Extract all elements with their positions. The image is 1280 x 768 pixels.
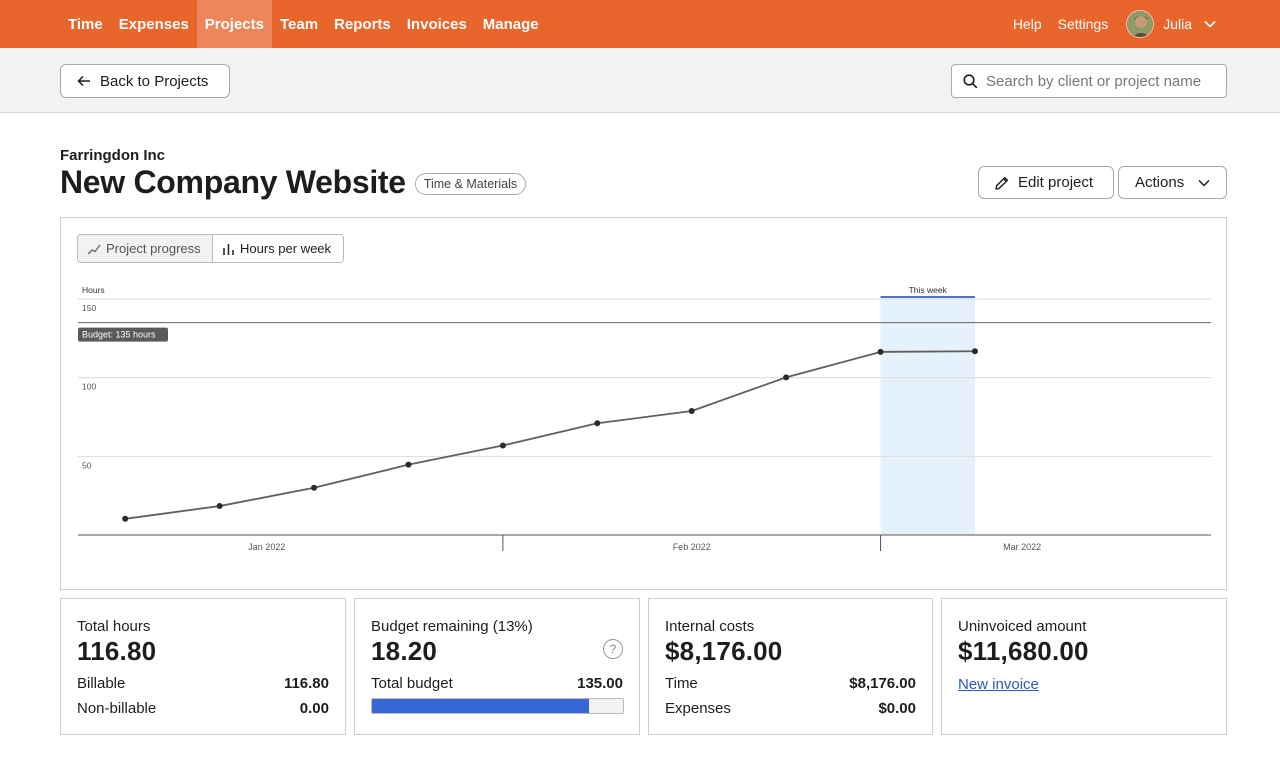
row-value: $0.00 bbox=[878, 700, 916, 717]
this-week-band bbox=[880, 297, 975, 535]
y-tick-label: 50 bbox=[82, 460, 92, 470]
sub-header: Back to Projects bbox=[0, 48, 1280, 113]
total-hours-value: 116.80 bbox=[77, 636, 157, 666]
chart-view-toggle: Project progress Hours per week bbox=[77, 234, 344, 263]
progress-chart: This week 50 100 150 Hours Budget: 135 hours J… bbox=[78, 285, 1211, 552]
nav-reports[interactable]: Reports bbox=[334, 15, 391, 33]
expenses-cost-row: Expenses $0.00 bbox=[665, 700, 916, 717]
data-point bbox=[971, 348, 978, 355]
row-label: Expenses bbox=[665, 700, 731, 717]
title-row: New Company Website Time & Materials bbox=[60, 164, 527, 201]
chevron-down-icon bbox=[1204, 20, 1216, 28]
actions-label: Actions bbox=[1135, 174, 1185, 191]
actions-dropdown[interactable]: Actions bbox=[1118, 166, 1227, 199]
budget-remaining-value: 18.20 bbox=[371, 636, 438, 666]
y-tick-label: 100 bbox=[82, 382, 96, 392]
search-box[interactable] bbox=[951, 64, 1227, 98]
row-value: $8,176.00 bbox=[849, 675, 916, 692]
row-value: 116.80 bbox=[283, 675, 329, 692]
nav-right: Help Settings Julia bbox=[997, 0, 1216, 48]
client-name: Farringdon Inc bbox=[60, 147, 165, 164]
back-to-projects-button[interactable]: Back to Projects bbox=[60, 64, 230, 98]
nav-manage[interactable]: Manage bbox=[482, 15, 539, 33]
nav-team[interactable]: Team bbox=[280, 15, 319, 33]
nav-expenses[interactable]: Expenses bbox=[118, 15, 189, 33]
budget-card: Budget remaining (13%) 18.20 ? Total bud… bbox=[354, 598, 640, 735]
settings-link[interactable]: Settings bbox=[1057, 16, 1109, 32]
data-point bbox=[877, 348, 884, 355]
page-title: New Company Website bbox=[60, 164, 406, 200]
non-billable-row: Non-billable 0.00 bbox=[77, 700, 329, 717]
x-tick-label: Mar 2022 bbox=[1003, 542, 1041, 552]
nav-projects[interactable]: Projects bbox=[196, 0, 272, 48]
edit-project-label: Edit project bbox=[1018, 174, 1094, 191]
budget-progress-fill bbox=[372, 699, 590, 713]
data-point bbox=[122, 515, 129, 522]
row-value: 135.00 bbox=[577, 675, 623, 692]
billable-row: Billable 116.80 bbox=[77, 675, 329, 692]
row-value: 0.00 bbox=[299, 700, 329, 717]
data-point bbox=[499, 442, 506, 449]
internal-costs-card: Internal costs $8,176.00 Time $8,176.00 … bbox=[648, 598, 933, 735]
card-label: Internal costs bbox=[665, 618, 755, 635]
card-label: Uninvoiced amount bbox=[958, 618, 1087, 635]
trend-line-icon bbox=[87, 244, 101, 254]
new-invoice-link[interactable]: New invoice bbox=[958, 676, 1039, 693]
uninvoiced-value: $11,680.00 bbox=[958, 636, 1089, 666]
x-tick-label: Jan 2022 bbox=[248, 542, 285, 552]
row-label: Non-billable bbox=[77, 700, 157, 717]
data-point bbox=[783, 374, 790, 381]
chevron-down-icon bbox=[1198, 179, 1210, 187]
project-progress-label: Project progress bbox=[106, 241, 201, 256]
total-hours-card: Total hours 116.80 Billable 116.80 Non-b… bbox=[60, 598, 346, 735]
tab-project-progress[interactable]: Project progress bbox=[78, 235, 213, 262]
budget-progress-bar bbox=[371, 698, 624, 714]
uninvoiced-card: Uninvoiced amount $11,680.00 New invoice bbox=[941, 598, 1227, 735]
main-nav: Time Expenses Projects Team Reports Invo… bbox=[60, 0, 547, 48]
x-tick-label: Feb 2022 bbox=[673, 542, 711, 552]
data-point bbox=[311, 484, 318, 491]
card-label: Budget remaining (13%) bbox=[371, 618, 533, 635]
data-point bbox=[594, 420, 601, 427]
top-nav: Time Expenses Projects Team Reports Invo… bbox=[0, 0, 1280, 48]
back-label: Back to Projects bbox=[100, 72, 209, 90]
data-point bbox=[216, 503, 223, 510]
total-budget-row: Total budget 135.00 bbox=[371, 675, 623, 692]
data-point bbox=[405, 461, 412, 468]
help-icon[interactable]: ? bbox=[603, 639, 623, 659]
user-menu[interactable]: Julia bbox=[1126, 10, 1216, 38]
nav-time[interactable]: Time bbox=[68, 15, 103, 33]
row-label: Time bbox=[665, 675, 698, 692]
search-icon bbox=[963, 73, 978, 88]
budget-badge bbox=[78, 327, 168, 342]
nav-invoices[interactable]: Invoices bbox=[406, 15, 467, 33]
pencil-icon bbox=[995, 176, 1009, 190]
row-label: Total budget bbox=[371, 675, 453, 692]
help-link[interactable]: Help bbox=[1012, 16, 1042, 32]
row-label: Billable bbox=[77, 675, 126, 692]
bar-chart-icon bbox=[223, 243, 234, 255]
internal-costs-value: $8,176.00 bbox=[665, 636, 783, 666]
avatar bbox=[1126, 10, 1155, 38]
budget-label: Budget: 135 hours bbox=[82, 330, 156, 340]
progress-line bbox=[125, 350, 975, 520]
card-label: Total hours bbox=[77, 618, 151, 635]
search-input[interactable] bbox=[986, 72, 1226, 90]
tab-hours-per-week[interactable]: Hours per week bbox=[213, 235, 343, 262]
time-cost-row: Time $8,176.00 bbox=[665, 675, 916, 692]
user-name: Julia bbox=[1163, 16, 1192, 32]
chart-panel: This week 50 100 150 Hours Budget: 135 hours J… bbox=[60, 217, 1227, 590]
hours-per-week-label: Hours per week bbox=[240, 241, 332, 256]
y-axis-label: Hours bbox=[82, 285, 105, 295]
y-tick-label: 150 bbox=[82, 303, 96, 313]
data-point bbox=[688, 408, 695, 415]
edit-project-button[interactable]: Edit project bbox=[978, 166, 1114, 199]
project-type-badge: Time & Materials bbox=[414, 172, 527, 195]
arrow-left-icon bbox=[77, 75, 90, 87]
this-week-label: This week bbox=[909, 285, 948, 295]
